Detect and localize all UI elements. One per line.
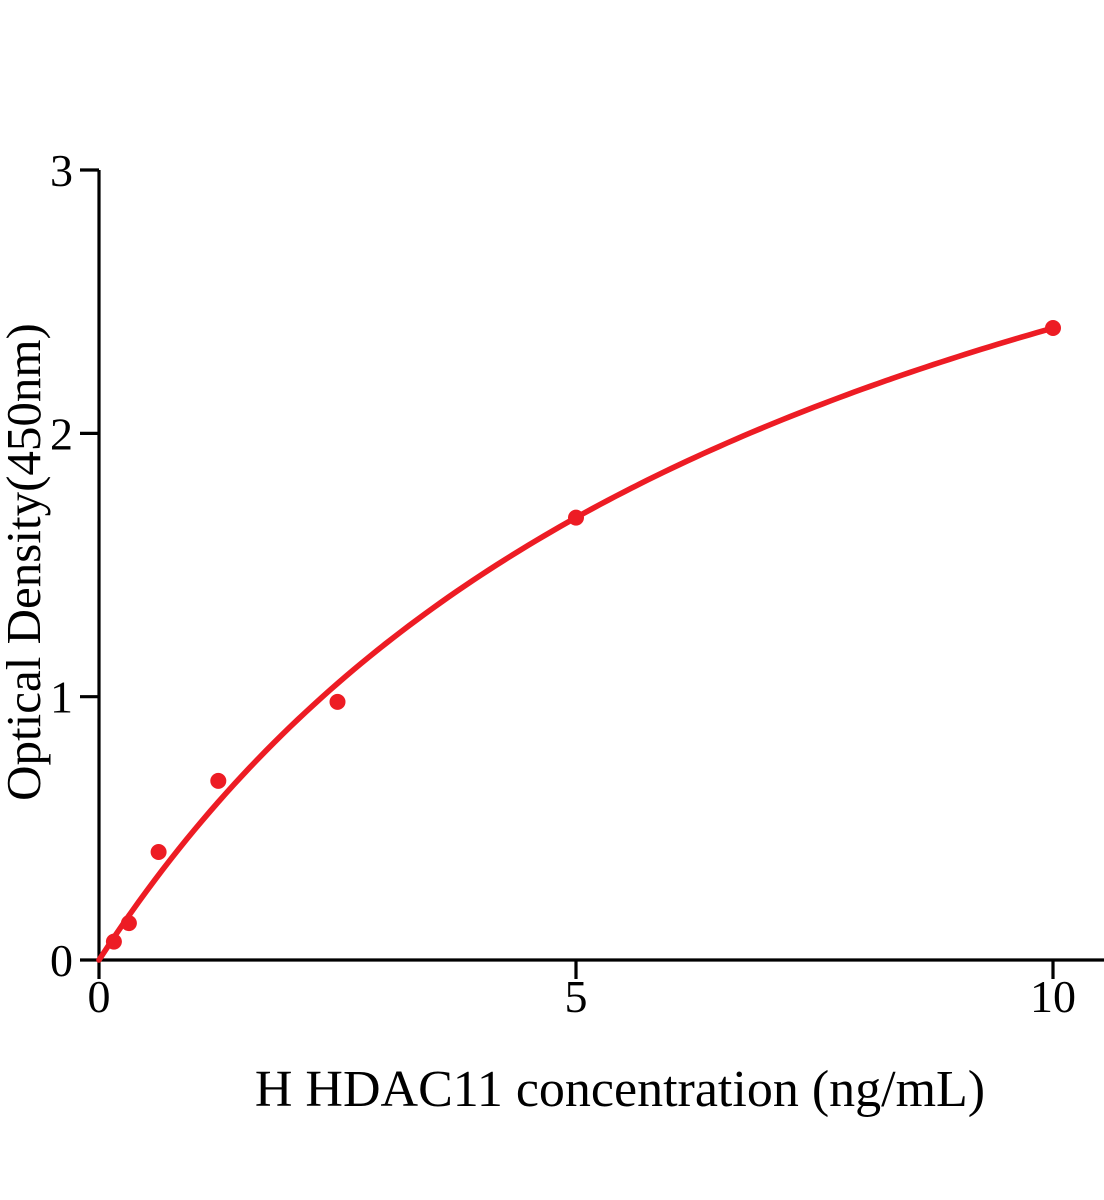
data-points-group xyxy=(105,320,1061,950)
y-tick-label: 2 xyxy=(50,408,73,459)
data-point xyxy=(120,915,137,932)
data-point xyxy=(210,772,227,789)
data-point xyxy=(329,693,346,710)
y-tick-label: 0 xyxy=(50,935,73,986)
axis-tick-labels: 0 5 10 0 1 2 3 xyxy=(50,145,1076,1022)
data-point xyxy=(105,933,122,950)
fit-curve xyxy=(96,325,1056,963)
axes xyxy=(97,170,1104,962)
data-point xyxy=(568,509,584,526)
data-point xyxy=(1045,320,1061,336)
y-tick-label: 3 xyxy=(50,145,73,196)
data-point xyxy=(150,844,167,860)
fit-curve-group xyxy=(96,325,1056,963)
x-tick-label: 10 xyxy=(1030,971,1076,1022)
axis-ticks xyxy=(80,168,1055,979)
y-axis-title: Optical Density(450nm) xyxy=(0,323,51,801)
y-tick-label: 1 xyxy=(50,672,73,723)
x-tick-label: 0 xyxy=(88,971,111,1022)
x-tick-label: 5 xyxy=(565,971,588,1022)
x-axis-title: H HDAC11 concentration (ng/mL) xyxy=(255,1061,985,1118)
